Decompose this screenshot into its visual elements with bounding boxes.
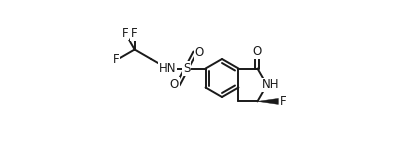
Text: S: S (183, 62, 190, 75)
Text: F: F (131, 27, 138, 40)
Text: NH: NH (262, 78, 280, 91)
Text: F: F (122, 26, 128, 40)
Text: O: O (169, 78, 179, 91)
Polygon shape (258, 98, 278, 104)
Text: O: O (253, 45, 262, 58)
Text: F: F (113, 53, 120, 66)
Text: HN: HN (159, 62, 176, 75)
Text: O: O (194, 46, 204, 59)
Text: F: F (280, 95, 287, 108)
